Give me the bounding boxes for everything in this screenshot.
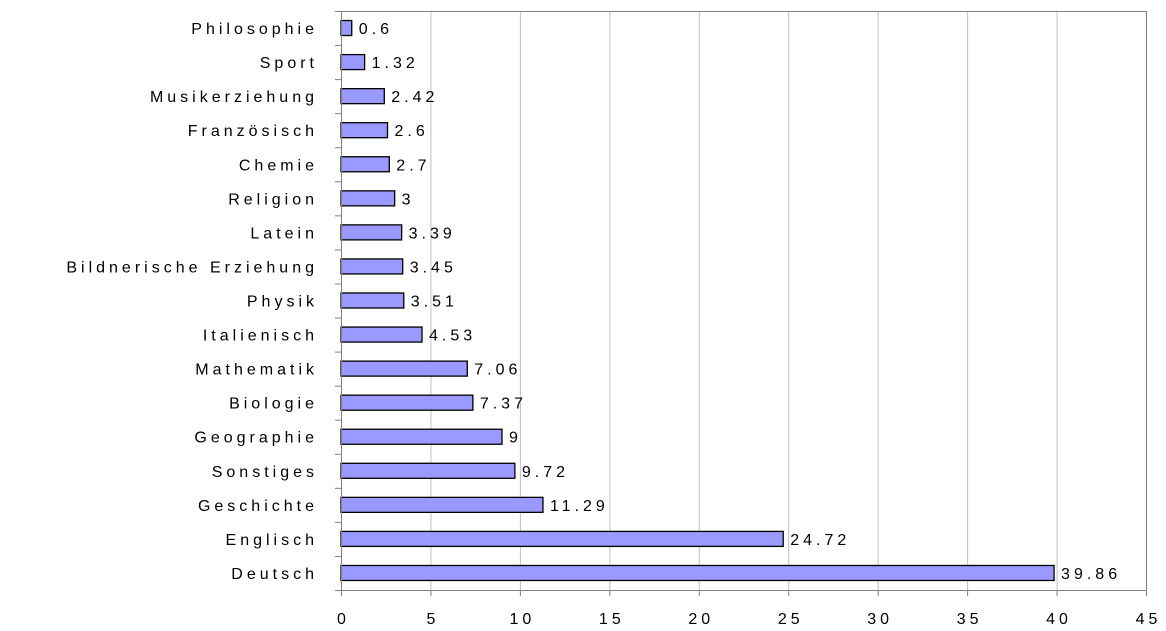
value-label: 7.06	[474, 362, 521, 379]
category-label: Musikerziehung	[150, 89, 318, 106]
value-label: 9.72	[522, 464, 569, 481]
value-label: 2.42	[391, 89, 438, 106]
category-label: Philosophie	[191, 21, 318, 38]
bar-3	[340, 122, 389, 139]
category-label: Physik	[247, 294, 318, 311]
bar-5	[340, 190, 396, 207]
value-label: 2.7	[396, 157, 430, 174]
value-label: 4.53	[429, 328, 476, 345]
x-tick-label: 30	[867, 611, 893, 626]
x-tick-label: 25	[778, 611, 804, 626]
bar-0	[340, 19, 353, 37]
bar-4	[340, 156, 390, 173]
x-tick-label: 45	[1136, 611, 1162, 626]
axes	[335, 11, 1147, 596]
bar-8	[340, 292, 405, 309]
category-label: Italienisch	[203, 328, 318, 345]
value-label: 1.32	[372, 55, 419, 72]
labels: 0 5 10 15 20 25 30 35 40 45 Philosophie 0.6 Sport 1.3…	[66, 21, 1162, 628]
category-label: Sport	[260, 55, 318, 72]
value-label: 3.51	[411, 294, 458, 311]
category-label: Französisch	[188, 123, 318, 140]
value-label: 11.29	[550, 498, 609, 515]
bar-11	[340, 394, 474, 411]
bar-15	[340, 530, 784, 548]
value-label: 9	[509, 430, 522, 447]
category-label: Deutsch	[231, 566, 318, 583]
category-label: Bildnerische Erziehung	[66, 259, 318, 276]
x-tick-label: 10	[509, 611, 535, 626]
value-label: 0.6	[359, 21, 393, 38]
category-label: Sonstiges	[212, 464, 318, 481]
x-tick-label: 40	[1046, 611, 1072, 626]
x-tick-label: 0	[337, 611, 350, 626]
bar-1	[340, 53, 366, 71]
category-label: Geographie	[194, 430, 318, 447]
bar-7	[340, 258, 404, 275]
value-label: 24.72	[790, 532, 850, 549]
value-label: 39.86	[1061, 566, 1121, 583]
bar-9	[340, 326, 423, 343]
bar-2	[340, 87, 385, 105]
value-label: 3.45	[410, 259, 457, 276]
category-label: Englisch	[226, 532, 318, 549]
x-tick-label: 35	[957, 611, 983, 626]
category-label: Latein	[250, 225, 318, 242]
category-label: Biologie	[229, 396, 318, 413]
category-label: Chemie	[239, 157, 318, 174]
bars	[340, 19, 1055, 582]
bar-16	[340, 564, 1055, 582]
bar-10	[340, 360, 468, 377]
bar-13	[340, 462, 516, 479]
bar-6	[340, 224, 403, 241]
category-label: Mathematik	[195, 362, 318, 379]
value-label: 3.39	[409, 225, 456, 242]
bar-14	[340, 496, 544, 514]
value-label: 7.37	[480, 396, 527, 413]
value-label: 3	[402, 191, 415, 208]
x-tick-label: 5	[426, 611, 439, 626]
x-tick-label: 20	[688, 611, 714, 626]
category-label: Geschichte	[198, 498, 318, 515]
value-label: 2.6	[395, 123, 429, 140]
category-label: Religion	[228, 191, 318, 208]
x-tick-label: 15	[599, 611, 625, 626]
bar-12	[340, 428, 503, 445]
